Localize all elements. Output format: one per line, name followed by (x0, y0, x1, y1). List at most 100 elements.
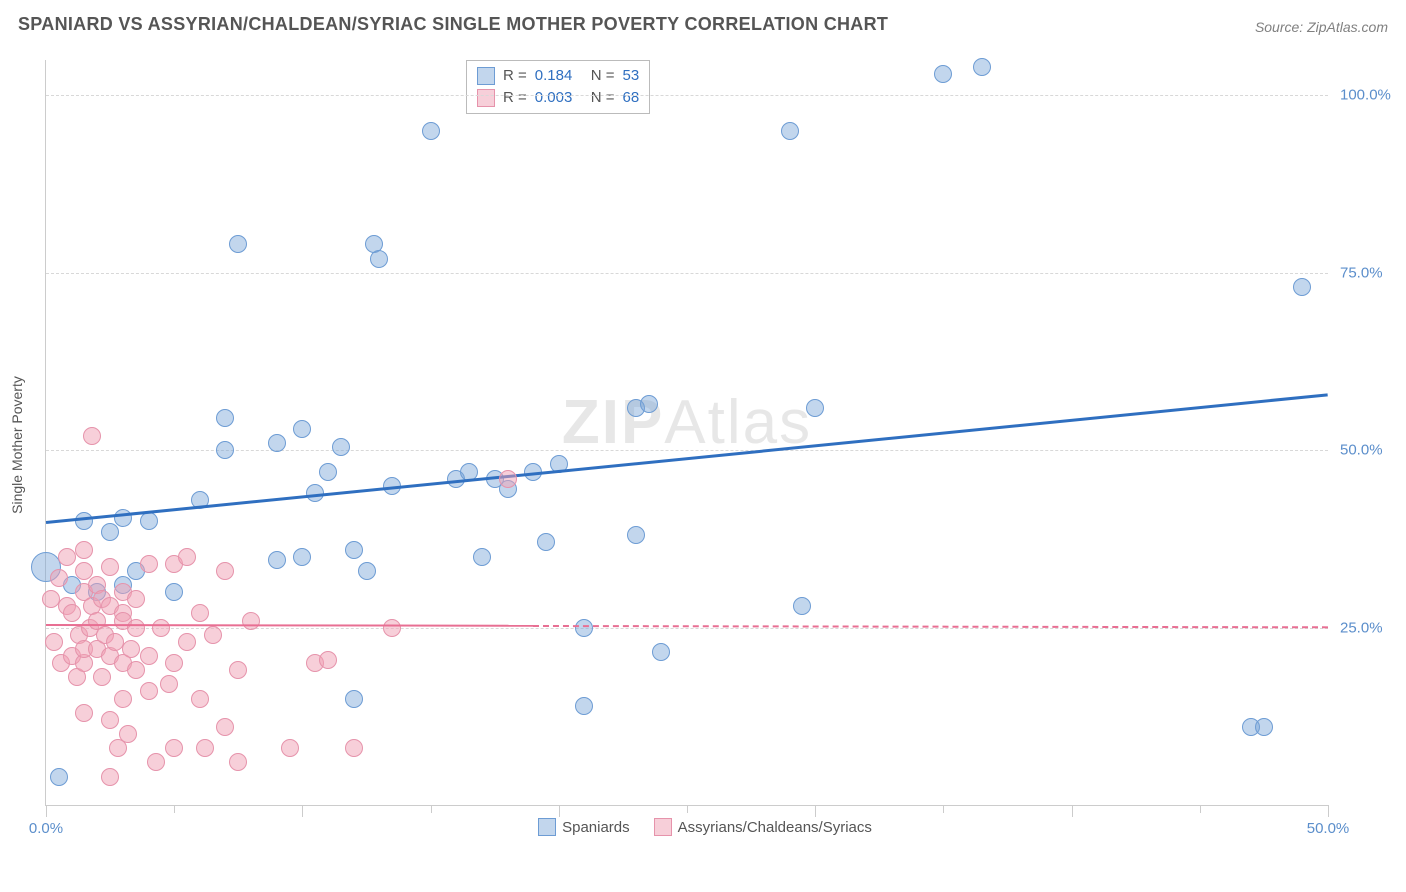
y-tick-label: 25.0% (1340, 619, 1383, 636)
data-point (319, 651, 337, 669)
data-point (793, 597, 811, 615)
data-point (127, 590, 145, 608)
data-point (319, 463, 337, 481)
data-point (332, 438, 350, 456)
data-point (216, 441, 234, 459)
legend-label: Spaniards (562, 819, 630, 836)
data-point (537, 533, 555, 551)
data-point (216, 409, 234, 427)
data-point (358, 562, 376, 580)
data-point (268, 551, 286, 569)
data-point (281, 739, 299, 757)
y-tick-label: 75.0% (1340, 264, 1383, 281)
data-point (216, 562, 234, 580)
data-point (370, 250, 388, 268)
chart-container: Single Mother Poverty ZIPAtlas R =0.184N… (45, 60, 1365, 830)
data-point (229, 235, 247, 253)
legend-swatch (654, 818, 672, 836)
data-point (268, 434, 286, 452)
data-point (345, 739, 363, 757)
data-point (345, 541, 363, 559)
series-legend: Spaniards Assyrians/Chaldeans/Syriacs (45, 818, 1365, 840)
data-point (114, 690, 132, 708)
plot-area: ZIPAtlas R =0.184N =53R =0.003N =68 25.0… (45, 60, 1328, 806)
data-point (63, 604, 81, 622)
data-point (50, 768, 68, 786)
data-point (140, 647, 158, 665)
data-point (140, 512, 158, 530)
trend-line (46, 393, 1328, 524)
data-point (640, 395, 658, 413)
chart-source: Source: ZipAtlas.com (1255, 19, 1388, 35)
data-point (652, 643, 670, 661)
data-point (101, 558, 119, 576)
data-point (1293, 278, 1311, 296)
data-point (781, 122, 799, 140)
data-point (422, 122, 440, 140)
data-point (229, 753, 247, 771)
data-point (165, 654, 183, 672)
data-point (152, 619, 170, 637)
data-point (75, 512, 93, 530)
legend-n-value: 68 (623, 87, 640, 109)
data-point (178, 633, 196, 651)
data-point (1255, 718, 1273, 736)
data-point (627, 526, 645, 544)
data-point (114, 509, 132, 527)
legend-label: Assyrians/Chaldeans/Syriacs (678, 819, 872, 836)
data-point (575, 697, 593, 715)
data-point (473, 548, 491, 566)
data-point (101, 523, 119, 541)
x-tick-major (1072, 805, 1073, 817)
data-point (165, 739, 183, 757)
legend-r-value: 0.184 (535, 65, 583, 87)
data-point (196, 739, 214, 757)
chart-title: SPANIARD VS ASSYRIAN/CHALDEAN/SYRIAC SIN… (18, 14, 888, 35)
data-point (293, 420, 311, 438)
legend-swatch (477, 67, 495, 85)
data-point (75, 541, 93, 559)
watermark: ZIPAtlas (562, 386, 812, 457)
legend-r-prefix: R = (503, 65, 527, 87)
x-tick-minor (1200, 805, 1201, 813)
data-point (204, 626, 222, 644)
data-point (83, 427, 101, 445)
legend-n-prefix: N = (591, 87, 615, 109)
legend-n-prefix: N = (591, 65, 615, 87)
data-point (191, 690, 209, 708)
data-point (101, 768, 119, 786)
x-tick-minor (431, 805, 432, 813)
gridline (46, 273, 1328, 274)
data-point (575, 619, 593, 637)
x-tick-major (1328, 805, 1329, 817)
data-point (160, 675, 178, 693)
data-point (165, 583, 183, 601)
data-point (140, 682, 158, 700)
x-tick-major (559, 805, 560, 817)
gridline (46, 450, 1328, 451)
data-point (499, 470, 517, 488)
data-point (140, 555, 158, 573)
gridline (46, 95, 1328, 96)
legend-swatch (538, 818, 556, 836)
data-point (101, 711, 119, 729)
legend-item: Spaniards (538, 818, 630, 836)
x-tick-major (815, 805, 816, 817)
legend-row: R =0.184N =53 (477, 65, 639, 87)
data-point (93, 668, 111, 686)
data-point (383, 619, 401, 637)
legend-swatch (477, 89, 495, 107)
data-point (75, 704, 93, 722)
data-point (242, 612, 260, 630)
x-tick-minor (687, 805, 688, 813)
data-point (216, 718, 234, 736)
data-point (50, 569, 68, 587)
data-point (806, 399, 824, 417)
legend-r-value: 0.003 (535, 87, 583, 109)
y-axis-label: Single Mother Poverty (9, 376, 25, 514)
data-point (127, 661, 145, 679)
data-point (345, 690, 363, 708)
legend-row: R =0.003N =68 (477, 87, 639, 109)
data-point (127, 619, 145, 637)
data-point (178, 548, 196, 566)
